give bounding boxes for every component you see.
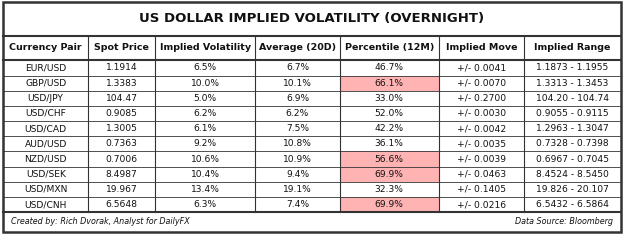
Text: 6.5432 - 6.5864: 6.5432 - 6.5864 — [536, 200, 609, 209]
Text: 69.9%: 69.9% — [375, 170, 404, 179]
Text: 33.0%: 33.0% — [375, 94, 404, 103]
Text: GBP/USD: GBP/USD — [25, 79, 66, 88]
Text: 0.6967 - 0.7045: 0.6967 - 0.7045 — [536, 154, 609, 164]
Text: 10.4%: 10.4% — [190, 170, 220, 179]
Text: US DOLLAR IMPLIED VOLATILITY (OVERNIGHT): US DOLLAR IMPLIED VOLATILITY (OVERNIGHT) — [139, 12, 485, 26]
Text: 0.7328 - 0.7398: 0.7328 - 0.7398 — [536, 139, 608, 148]
Text: +/- 0.1405: +/- 0.1405 — [457, 185, 506, 194]
Text: Data Source: Bloomberg: Data Source: Bloomberg — [515, 217, 613, 227]
Text: 0.7363: 0.7363 — [106, 139, 138, 148]
Text: 10.6%: 10.6% — [190, 154, 220, 164]
Text: AUD/USD: AUD/USD — [24, 139, 67, 148]
Text: 0.9085: 0.9085 — [106, 109, 138, 118]
Text: USD/CAD: USD/CAD — [25, 124, 67, 133]
Text: 69.9%: 69.9% — [375, 200, 404, 209]
Text: USD/JPY: USD/JPY — [27, 94, 64, 103]
Text: 46.7%: 46.7% — [375, 63, 404, 73]
Text: 13.4%: 13.4% — [191, 185, 220, 194]
Text: +/- 0.0039: +/- 0.0039 — [457, 154, 506, 164]
Text: Currency Pair: Currency Pair — [9, 44, 82, 52]
Text: USD/CHF: USD/CHF — [26, 109, 66, 118]
Text: 7.4%: 7.4% — [286, 200, 309, 209]
Text: 0.7006: 0.7006 — [105, 154, 138, 164]
Text: 1.3005: 1.3005 — [106, 124, 138, 133]
Text: USD/SEK: USD/SEK — [26, 170, 66, 179]
Text: Percentile (12M): Percentile (12M) — [344, 44, 434, 52]
Text: 1.3383: 1.3383 — [106, 79, 137, 88]
Text: 19.1%: 19.1% — [283, 185, 312, 194]
Text: 9.2%: 9.2% — [193, 139, 217, 148]
Text: 19.826 - 20.107: 19.826 - 20.107 — [536, 185, 609, 194]
Text: 36.1%: 36.1% — [375, 139, 404, 148]
Text: 10.8%: 10.8% — [283, 139, 312, 148]
Text: Average (20D): Average (20D) — [259, 44, 336, 52]
Text: +/- 0.0070: +/- 0.0070 — [457, 79, 506, 88]
Text: +/- 0.0216: +/- 0.0216 — [457, 200, 506, 209]
Text: 9.4%: 9.4% — [286, 170, 309, 179]
Text: Implied Move: Implied Move — [446, 44, 517, 52]
Text: Implied Range: Implied Range — [534, 44, 610, 52]
Text: 104.47: 104.47 — [105, 94, 138, 103]
Text: 1.3313 - 1.3453: 1.3313 - 1.3453 — [536, 79, 608, 88]
Text: 104.20 - 104.74: 104.20 - 104.74 — [536, 94, 609, 103]
Text: 1.1873 - 1.1955: 1.1873 - 1.1955 — [536, 63, 608, 73]
Text: NZD/USD: NZD/USD — [24, 154, 67, 164]
Text: 1.1914: 1.1914 — [106, 63, 138, 73]
Text: Spot Price: Spot Price — [94, 44, 149, 52]
Text: 6.5648: 6.5648 — [105, 200, 138, 209]
Text: 5.0%: 5.0% — [193, 94, 217, 103]
Text: 10.9%: 10.9% — [283, 154, 312, 164]
Text: 56.6%: 56.6% — [375, 154, 404, 164]
Text: +/- 0.2700: +/- 0.2700 — [457, 94, 506, 103]
Text: 19.967: 19.967 — [106, 185, 138, 194]
Text: 6.5%: 6.5% — [193, 63, 217, 73]
Bar — [340, 76, 439, 91]
Text: +/- 0.0042: +/- 0.0042 — [457, 124, 506, 133]
Text: 10.0%: 10.0% — [190, 79, 220, 88]
Text: EUR/USD: EUR/USD — [25, 63, 66, 73]
Text: 8.4987: 8.4987 — [106, 170, 138, 179]
Text: +/- 0.0041: +/- 0.0041 — [457, 63, 506, 73]
Text: 10.1%: 10.1% — [283, 79, 312, 88]
Text: USD/CNH: USD/CNH — [24, 200, 67, 209]
Text: 32.3%: 32.3% — [375, 185, 404, 194]
Text: 6.2%: 6.2% — [193, 109, 217, 118]
Text: 8.4524 - 8.5450: 8.4524 - 8.5450 — [536, 170, 609, 179]
Text: Implied Volatility: Implied Volatility — [160, 44, 251, 52]
Text: 7.5%: 7.5% — [286, 124, 309, 133]
Text: 52.0%: 52.0% — [375, 109, 404, 118]
Text: 0.9055 - 0.9115: 0.9055 - 0.9115 — [536, 109, 608, 118]
Text: 6.3%: 6.3% — [193, 200, 217, 209]
Text: USD/MXN: USD/MXN — [24, 185, 67, 194]
Text: +/- 0.0030: +/- 0.0030 — [457, 109, 506, 118]
Text: 1.2963 - 1.3047: 1.2963 - 1.3047 — [536, 124, 609, 133]
Text: 6.7%: 6.7% — [286, 63, 309, 73]
Text: 6.1%: 6.1% — [193, 124, 217, 133]
Text: Created by: Rich Dvorak, Analyst for DailyFX: Created by: Rich Dvorak, Analyst for Dai… — [11, 217, 189, 227]
Bar — [340, 151, 439, 167]
Text: +/- 0.0463: +/- 0.0463 — [457, 170, 506, 179]
Text: 6.2%: 6.2% — [286, 109, 309, 118]
Text: 66.1%: 66.1% — [375, 79, 404, 88]
Text: 6.9%: 6.9% — [286, 94, 309, 103]
Bar — [340, 197, 439, 212]
Text: +/- 0.0035: +/- 0.0035 — [457, 139, 506, 148]
Text: 42.2%: 42.2% — [374, 124, 404, 133]
Bar — [340, 167, 439, 182]
